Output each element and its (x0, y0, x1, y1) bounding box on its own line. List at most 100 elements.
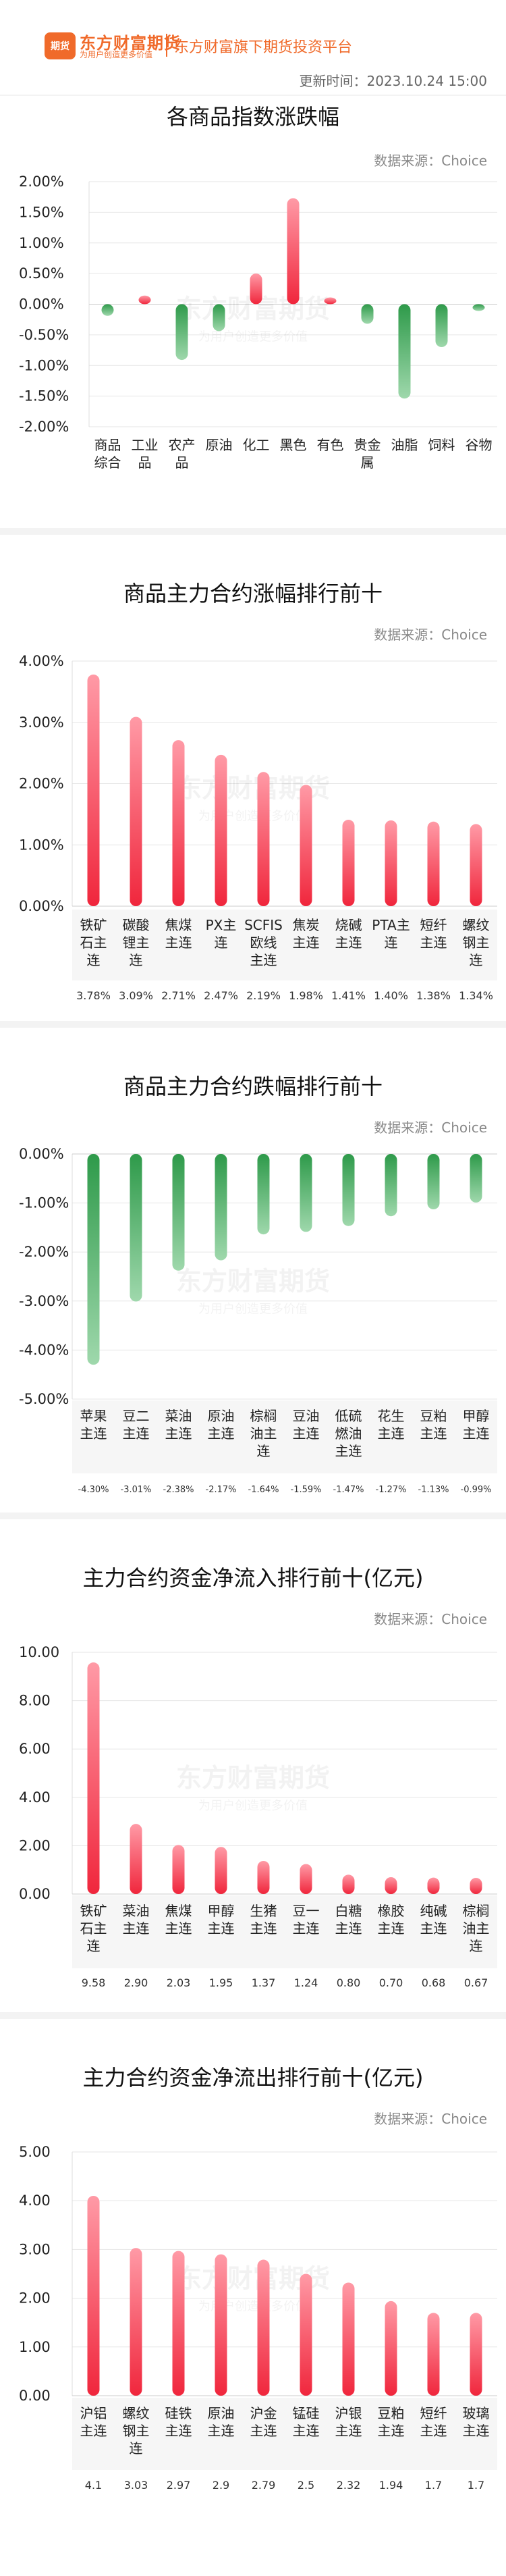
value-label: 2.32 (337, 2479, 361, 2492)
category-label: 硅铁 (165, 2405, 192, 2421)
category-label: 烧碱 (335, 917, 362, 933)
category-label: 铁矿 (80, 1903, 107, 1919)
bar (172, 1154, 185, 1271)
brand-logo-icon: 期货 (45, 32, 76, 59)
value-label: 1.95 (209, 1976, 233, 1989)
value-label: 2.5 (298, 2479, 314, 2492)
bar (300, 785, 312, 906)
net-outflow-card: 主力合约资金净流出排行前十(亿元) 数据来源：Choice 5.00 4.00 3.… (0, 2019, 506, 2576)
bar (385, 1876, 397, 1894)
category-label: 玻璃 (463, 2405, 490, 2421)
category-label: 苹果 (80, 1408, 107, 1424)
watermark-subtext: 为用户创造更多价值 (198, 810, 308, 824)
y-tick-label: 4.00 (19, 2192, 51, 2209)
category-label: 连 (470, 952, 483, 968)
category-label: 主连 (293, 1425, 320, 1442)
category-label: 欧线 (250, 935, 277, 951)
category-label: 连 (130, 2440, 143, 2456)
y-tick-label: 2.00 (19, 1837, 51, 1854)
bar (215, 1154, 227, 1261)
category-label: 生猪 (250, 1903, 277, 1919)
index-change-chart: 2.00% 1.50% 1.00% 0.50% 0.00% -0.50% -1.00% -1.… (19, 174, 497, 471)
watermark-subtext: 为用户创造更多价值 (198, 2300, 308, 2314)
category-label: 豆一 (293, 1903, 320, 1919)
category-label: 主连 (420, 2423, 447, 2439)
category-label: 连 (87, 1938, 101, 1954)
y-tick-label: -1.00% (19, 1195, 69, 1211)
category-label: 油主 (250, 1425, 277, 1442)
bar (470, 1878, 482, 1894)
category-label: 主连 (420, 1425, 447, 1442)
bar (470, 2313, 482, 2396)
category-label: 主连 (335, 1920, 362, 1937)
category-label: 短纤 (420, 2405, 447, 2421)
y-tick-label: -2.00% (19, 1244, 69, 1260)
bar (101, 304, 114, 316)
value-label: 1.7 (425, 2479, 442, 2492)
category-label: 低硫 (335, 1408, 362, 1424)
brand-name: 东方财富期货 (80, 34, 181, 53)
category-label: 焦炭 (293, 917, 320, 933)
y-tick-label: 1.00% (19, 235, 64, 251)
category-label: 主连 (80, 2423, 107, 2439)
y-tick-label: 3.00 (19, 2241, 51, 2257)
category-label: 主连 (335, 935, 362, 951)
data-source: 数据来源：Choice (374, 627, 487, 643)
top-losers-card: 商品主力合约跌幅排行前十 数据来源：Choice 0.00% -1.00% -2.0… (0, 1028, 506, 1513)
category-label: 黑色 (280, 437, 307, 453)
data-source: 数据来源：Choice (374, 1120, 487, 1136)
bar (215, 1847, 227, 1894)
y-tick-label: 4.00 (19, 1789, 51, 1806)
category-label: 连 (215, 935, 228, 951)
bar (87, 674, 100, 906)
value-label: 2.03 (167, 1976, 191, 1989)
header-divider (166, 34, 167, 57)
category-label: 油主 (463, 1920, 490, 1937)
category-label: 连 (130, 952, 143, 968)
category-label: 主连 (420, 935, 447, 951)
category-band (72, 2398, 497, 2470)
category-label: 螺纹 (123, 2405, 150, 2421)
category-band (72, 910, 497, 980)
y-tick-label: -5.00% (19, 1391, 69, 1407)
bar (300, 1864, 312, 1894)
category-label: 主连 (250, 2423, 277, 2439)
category-label: 豆粕 (420, 1408, 447, 1424)
category-label: 主连 (80, 1425, 107, 1442)
category-label: SCFIS (244, 917, 283, 933)
bar (385, 820, 397, 906)
category-label: 品 (138, 454, 152, 471)
y-tick-label: 0.00 (19, 1886, 51, 1902)
category-label: 主连 (335, 2423, 362, 2439)
value-label: -1.59% (291, 1485, 322, 1495)
category-label: 碳酸 (123, 917, 150, 933)
value-label: 4.1 (85, 2479, 102, 2492)
bar (324, 297, 337, 305)
bar (398, 304, 411, 399)
value-label: 2.19% (246, 989, 281, 1002)
category-label: 沪金 (250, 2405, 277, 2421)
category-label: 白糖 (335, 1903, 362, 1919)
bar (342, 2282, 355, 2396)
bar (257, 1154, 270, 1235)
platform-tagline: 东方财富旗下期货投资平台 (174, 39, 353, 56)
category-label: 农产 (169, 437, 196, 453)
y-tick-label: -1.00% (19, 357, 69, 373)
y-tick-label: 2.00% (19, 776, 64, 792)
y-tick-label: 0.00% (19, 296, 64, 313)
category-band (72, 1400, 497, 1473)
value-label: 0.67 (464, 1976, 488, 1989)
bar (257, 2259, 270, 2396)
bar (300, 1154, 312, 1232)
net-outflow-chart: 5.004.003.002.001.000.00东方财富期货为用户创造更多价值沪… (19, 2144, 497, 2492)
y-tick-label: 0.50% (19, 265, 64, 282)
bar (427, 1877, 440, 1894)
y-tick-label: -4.00% (19, 1342, 69, 1358)
category-label: 主连 (420, 1920, 447, 1937)
value-label: -1.47% (333, 1485, 364, 1495)
category-label: 谷物 (466, 437, 493, 453)
category-label: 化工 (243, 437, 270, 453)
brand-slogan: 为用户创造更多价值 (80, 50, 153, 59)
category-label: 短纤 (420, 917, 447, 933)
category-label: 主连 (165, 1920, 192, 1937)
